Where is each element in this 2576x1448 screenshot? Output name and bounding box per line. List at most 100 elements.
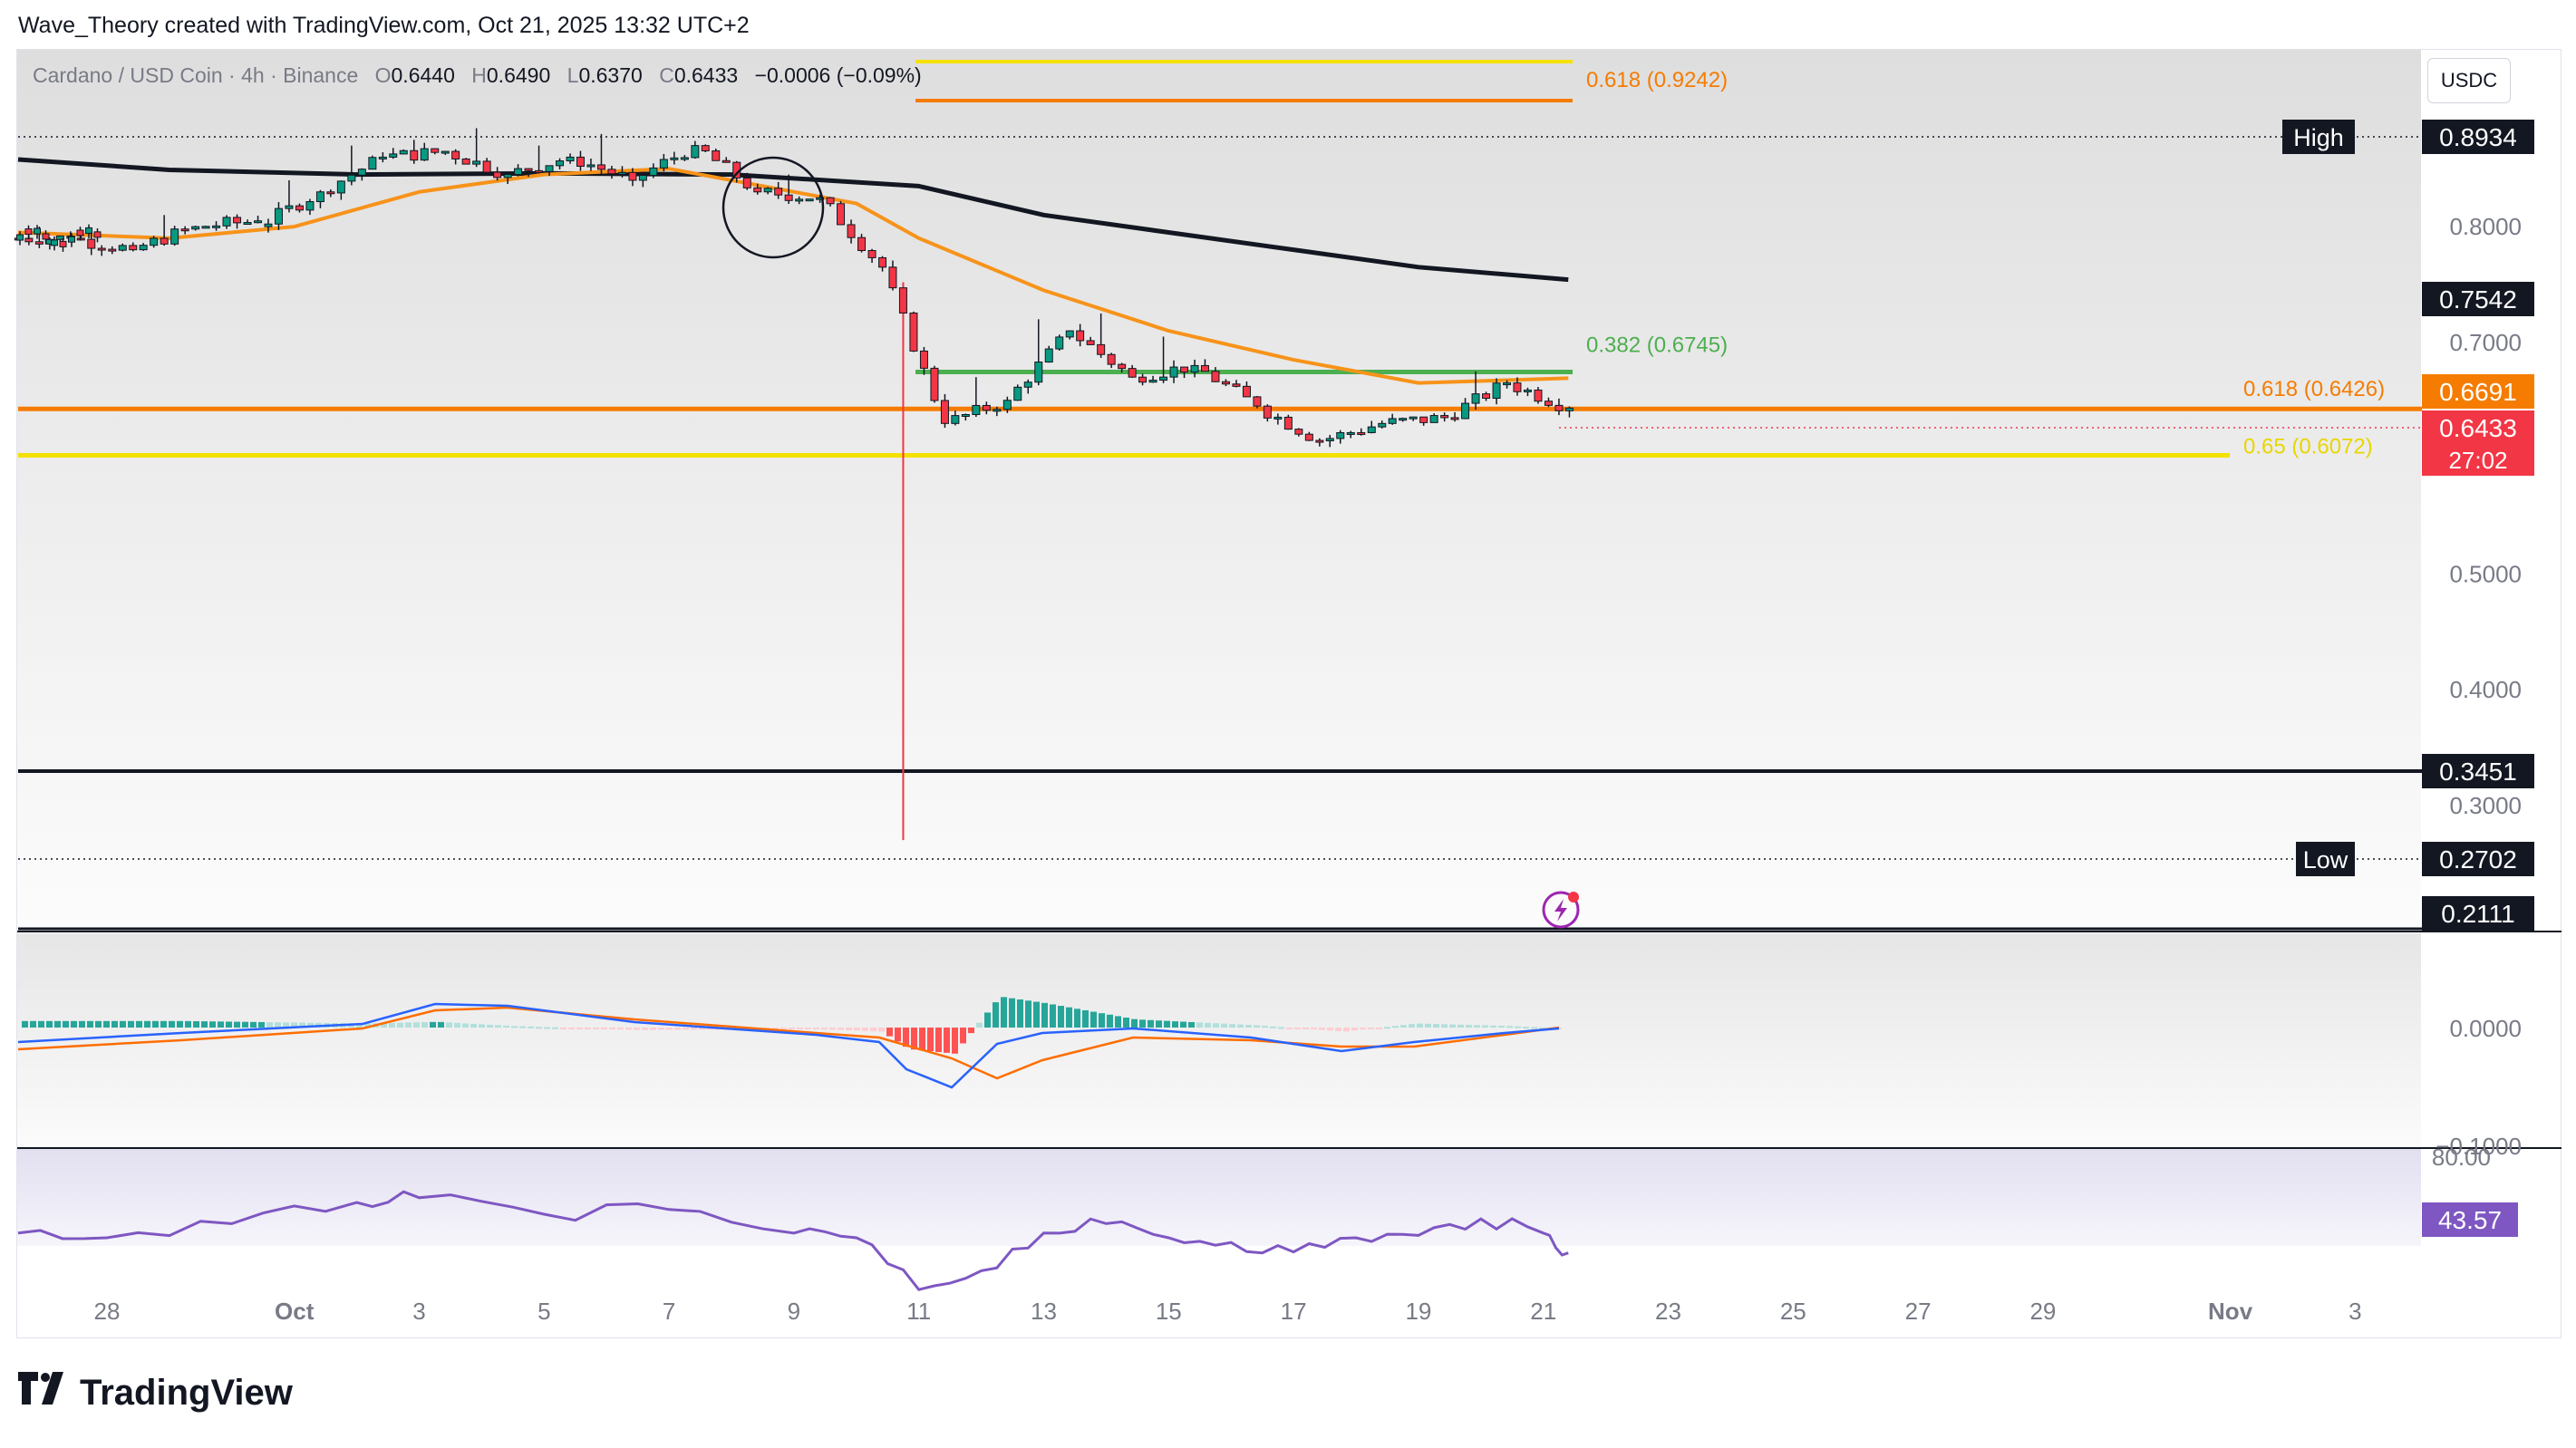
macd-histogram-bar	[242, 1021, 248, 1028]
macd-histogram-bar	[683, 1028, 689, 1030]
x-tick-label: 7	[663, 1298, 675, 1325]
macd-histogram-bar	[1335, 1028, 1341, 1031]
candle-body	[826, 197, 835, 205]
price-tag-low: Low 0.2702	[2296, 842, 2534, 876]
price-tag-0.2111-bg	[2422, 896, 2534, 931]
macd-histogram-bar	[1074, 1009, 1080, 1028]
low-value: 0.6370	[578, 63, 643, 87]
symbol-label[interactable]: Cardano / USD Coin · 4h · Binance	[33, 63, 359, 87]
macd-histogram-bar	[650, 1028, 656, 1030]
candle-body	[524, 168, 533, 171]
macd-histogram-bar	[389, 1022, 395, 1028]
candle-body	[1440, 415, 1449, 419]
macd-histogram-bar	[993, 1002, 999, 1028]
y-tick-label: 0.8000	[2449, 213, 2522, 240]
candle-body	[1544, 401, 1553, 406]
candle-body	[1523, 389, 1532, 392]
candle-body	[837, 203, 846, 226]
macd-histogram-bar	[1417, 1023, 1423, 1028]
candle-body	[1482, 393, 1491, 400]
candle-body	[784, 194, 793, 201]
fib-label-0.9242: 0.618 (0.9242)	[1586, 68, 1728, 92]
macd-histogram-bar	[862, 1028, 868, 1031]
candle-body	[59, 240, 67, 247]
macd-histogram-bar	[707, 1028, 713, 1030]
rsi-pane-bg	[17, 1149, 2421, 1246]
macd-histogram-bar	[22, 1020, 28, 1028]
candle-body	[514, 168, 523, 176]
candle-body	[378, 156, 387, 159]
price-tag-high-label: High	[2293, 124, 2344, 151]
macd-histogram-bar	[1319, 1028, 1325, 1030]
x-tick-label: 27	[1905, 1298, 1932, 1325]
candle-body	[233, 217, 242, 224]
candle-body	[34, 241, 44, 245]
candle-body	[1513, 382, 1522, 392]
fib-label-0.6072: 0.65 (0.6072)	[2243, 434, 2373, 459]
macd-histogram-bar	[1148, 1019, 1154, 1028]
candle-body	[576, 156, 585, 168]
rsi-line	[17, 1190, 1569, 1291]
macd-histogram-bar	[886, 1028, 893, 1037]
macd-histogram-bar	[356, 1023, 363, 1028]
candle-body	[1107, 353, 1116, 365]
candle-body	[1325, 438, 1334, 441]
y-tick-label: 0.5000	[2449, 560, 2522, 587]
macd-histogram-bar	[307, 1022, 314, 1028]
candle-body	[1190, 364, 1199, 373]
candle-body	[1503, 382, 1512, 386]
macd-histogram-bar	[177, 1020, 183, 1028]
macd-histogram-bar	[405, 1022, 412, 1028]
macd-histogram-bar	[1270, 1026, 1276, 1028]
price-tag-high-bg	[2422, 120, 2534, 154]
macd-histogram-bar	[576, 1028, 583, 1029]
macd-y-tick-label: 0.0000	[2449, 1015, 2522, 1042]
x-tick-label: 5	[537, 1298, 550, 1325]
candle-body	[1148, 380, 1157, 383]
highlight-circle	[721, 156, 825, 259]
macd-histogram-bar	[568, 1028, 575, 1029]
sma-200-line	[17, 157, 1569, 283]
macd-histogram-bar	[772, 1028, 779, 1030]
candle-body	[451, 150, 460, 159]
candle-body	[982, 404, 991, 411]
candle-body	[368, 157, 377, 170]
candle-body	[68, 236, 75, 243]
candle-body	[1450, 417, 1459, 420]
fib-label-0.6426: 0.618 (0.6426)	[2243, 377, 2385, 401]
price-tag-ema: 0.6691	[2422, 374, 2534, 409]
candle-body	[535, 169, 544, 173]
x-tick-label: 17	[1281, 1298, 1307, 1325]
macd-histogram-bar	[1115, 1016, 1121, 1028]
macd-histogram-bar	[536, 1027, 542, 1029]
macd-histogram-bar	[895, 1028, 901, 1042]
candle-body	[691, 145, 700, 159]
macd-histogram-bar	[968, 1028, 974, 1034]
tradingview-logo[interactable]: TradingView	[18, 1372, 293, 1414]
candle-body	[1118, 363, 1127, 370]
candle-body	[617, 171, 626, 175]
macd-histogram-bar	[95, 1020, 102, 1028]
candle-body	[1232, 383, 1241, 387]
candle-body	[42, 233, 50, 240]
macd-histogram-bar	[1490, 1025, 1496, 1028]
price-tag-0.3451-bg	[2422, 754, 2534, 788]
macd-histogram-bar	[552, 1027, 558, 1029]
macd-histogram-bar	[1229, 1024, 1235, 1028]
macd-histogram-bar	[46, 1020, 53, 1028]
high-key: H	[471, 63, 487, 87]
candle-body	[1357, 431, 1366, 435]
candle-body	[243, 222, 252, 226]
candle-body	[51, 239, 58, 246]
macd-histogram-bar	[1050, 1004, 1056, 1028]
currency-button[interactable]: USDC	[2427, 58, 2511, 103]
price-tag-low-label: Low	[2303, 846, 2348, 874]
candle-body	[274, 208, 283, 225]
macd-histogram-bar	[805, 1028, 811, 1029]
macd-histogram-bar	[446, 1022, 452, 1028]
macd-histogram-bar	[169, 1020, 175, 1028]
candle-body	[1169, 366, 1178, 378]
open-key: O	[374, 63, 392, 87]
fib-label-0.6745: 0.382 (0.6745)	[1586, 333, 1728, 357]
